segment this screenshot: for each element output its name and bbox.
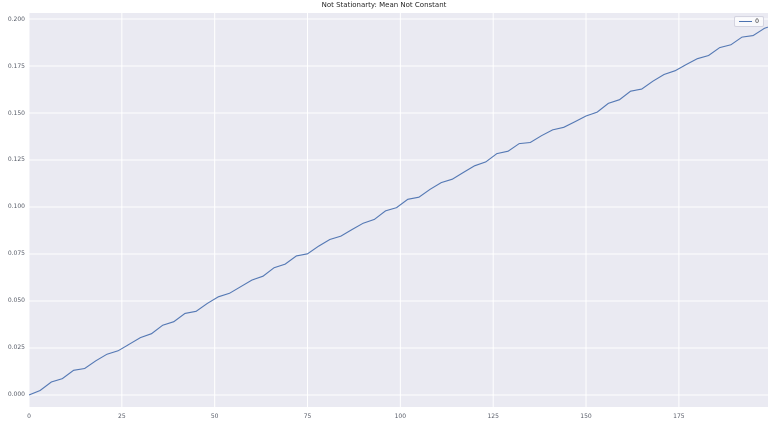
chart-title: Not Stationarty: Mean Not Constant <box>321 1 447 9</box>
plot-area: 0 <box>29 13 768 407</box>
legend-label: 0 <box>755 18 759 25</box>
line-plot-svg <box>29 13 768 407</box>
x-tick-label: 100 <box>394 413 407 420</box>
y-tick-label: 0.175 <box>7 62 25 70</box>
x-tick-label: 25 <box>118 413 126 420</box>
x-tick-label: 150 <box>580 413 592 420</box>
x-tick-label: 125 <box>487 413 499 420</box>
legend-line-swatch <box>739 21 753 22</box>
y-tick-label: 0.200 <box>7 15 25 23</box>
y-tick-label: 0.100 <box>7 203 25 211</box>
x-tick-label: 175 <box>673 413 685 420</box>
y-tick-label: 0.150 <box>7 109 25 117</box>
y-tick-label: 0.075 <box>7 250 25 258</box>
series-line <box>29 26 768 396</box>
x-tick-label: 0 <box>27 413 31 420</box>
x-tick-label: 75 <box>303 413 312 420</box>
y-tick-label: 0.025 <box>7 344 25 352</box>
legend: 0 <box>734 16 764 27</box>
x-tick-label: 50 <box>210 413 219 420</box>
y-tick-label: 0.050 <box>7 297 25 305</box>
y-tick-label: 0.000 <box>7 391 25 399</box>
y-tick-label: 0.125 <box>7 156 25 164</box>
